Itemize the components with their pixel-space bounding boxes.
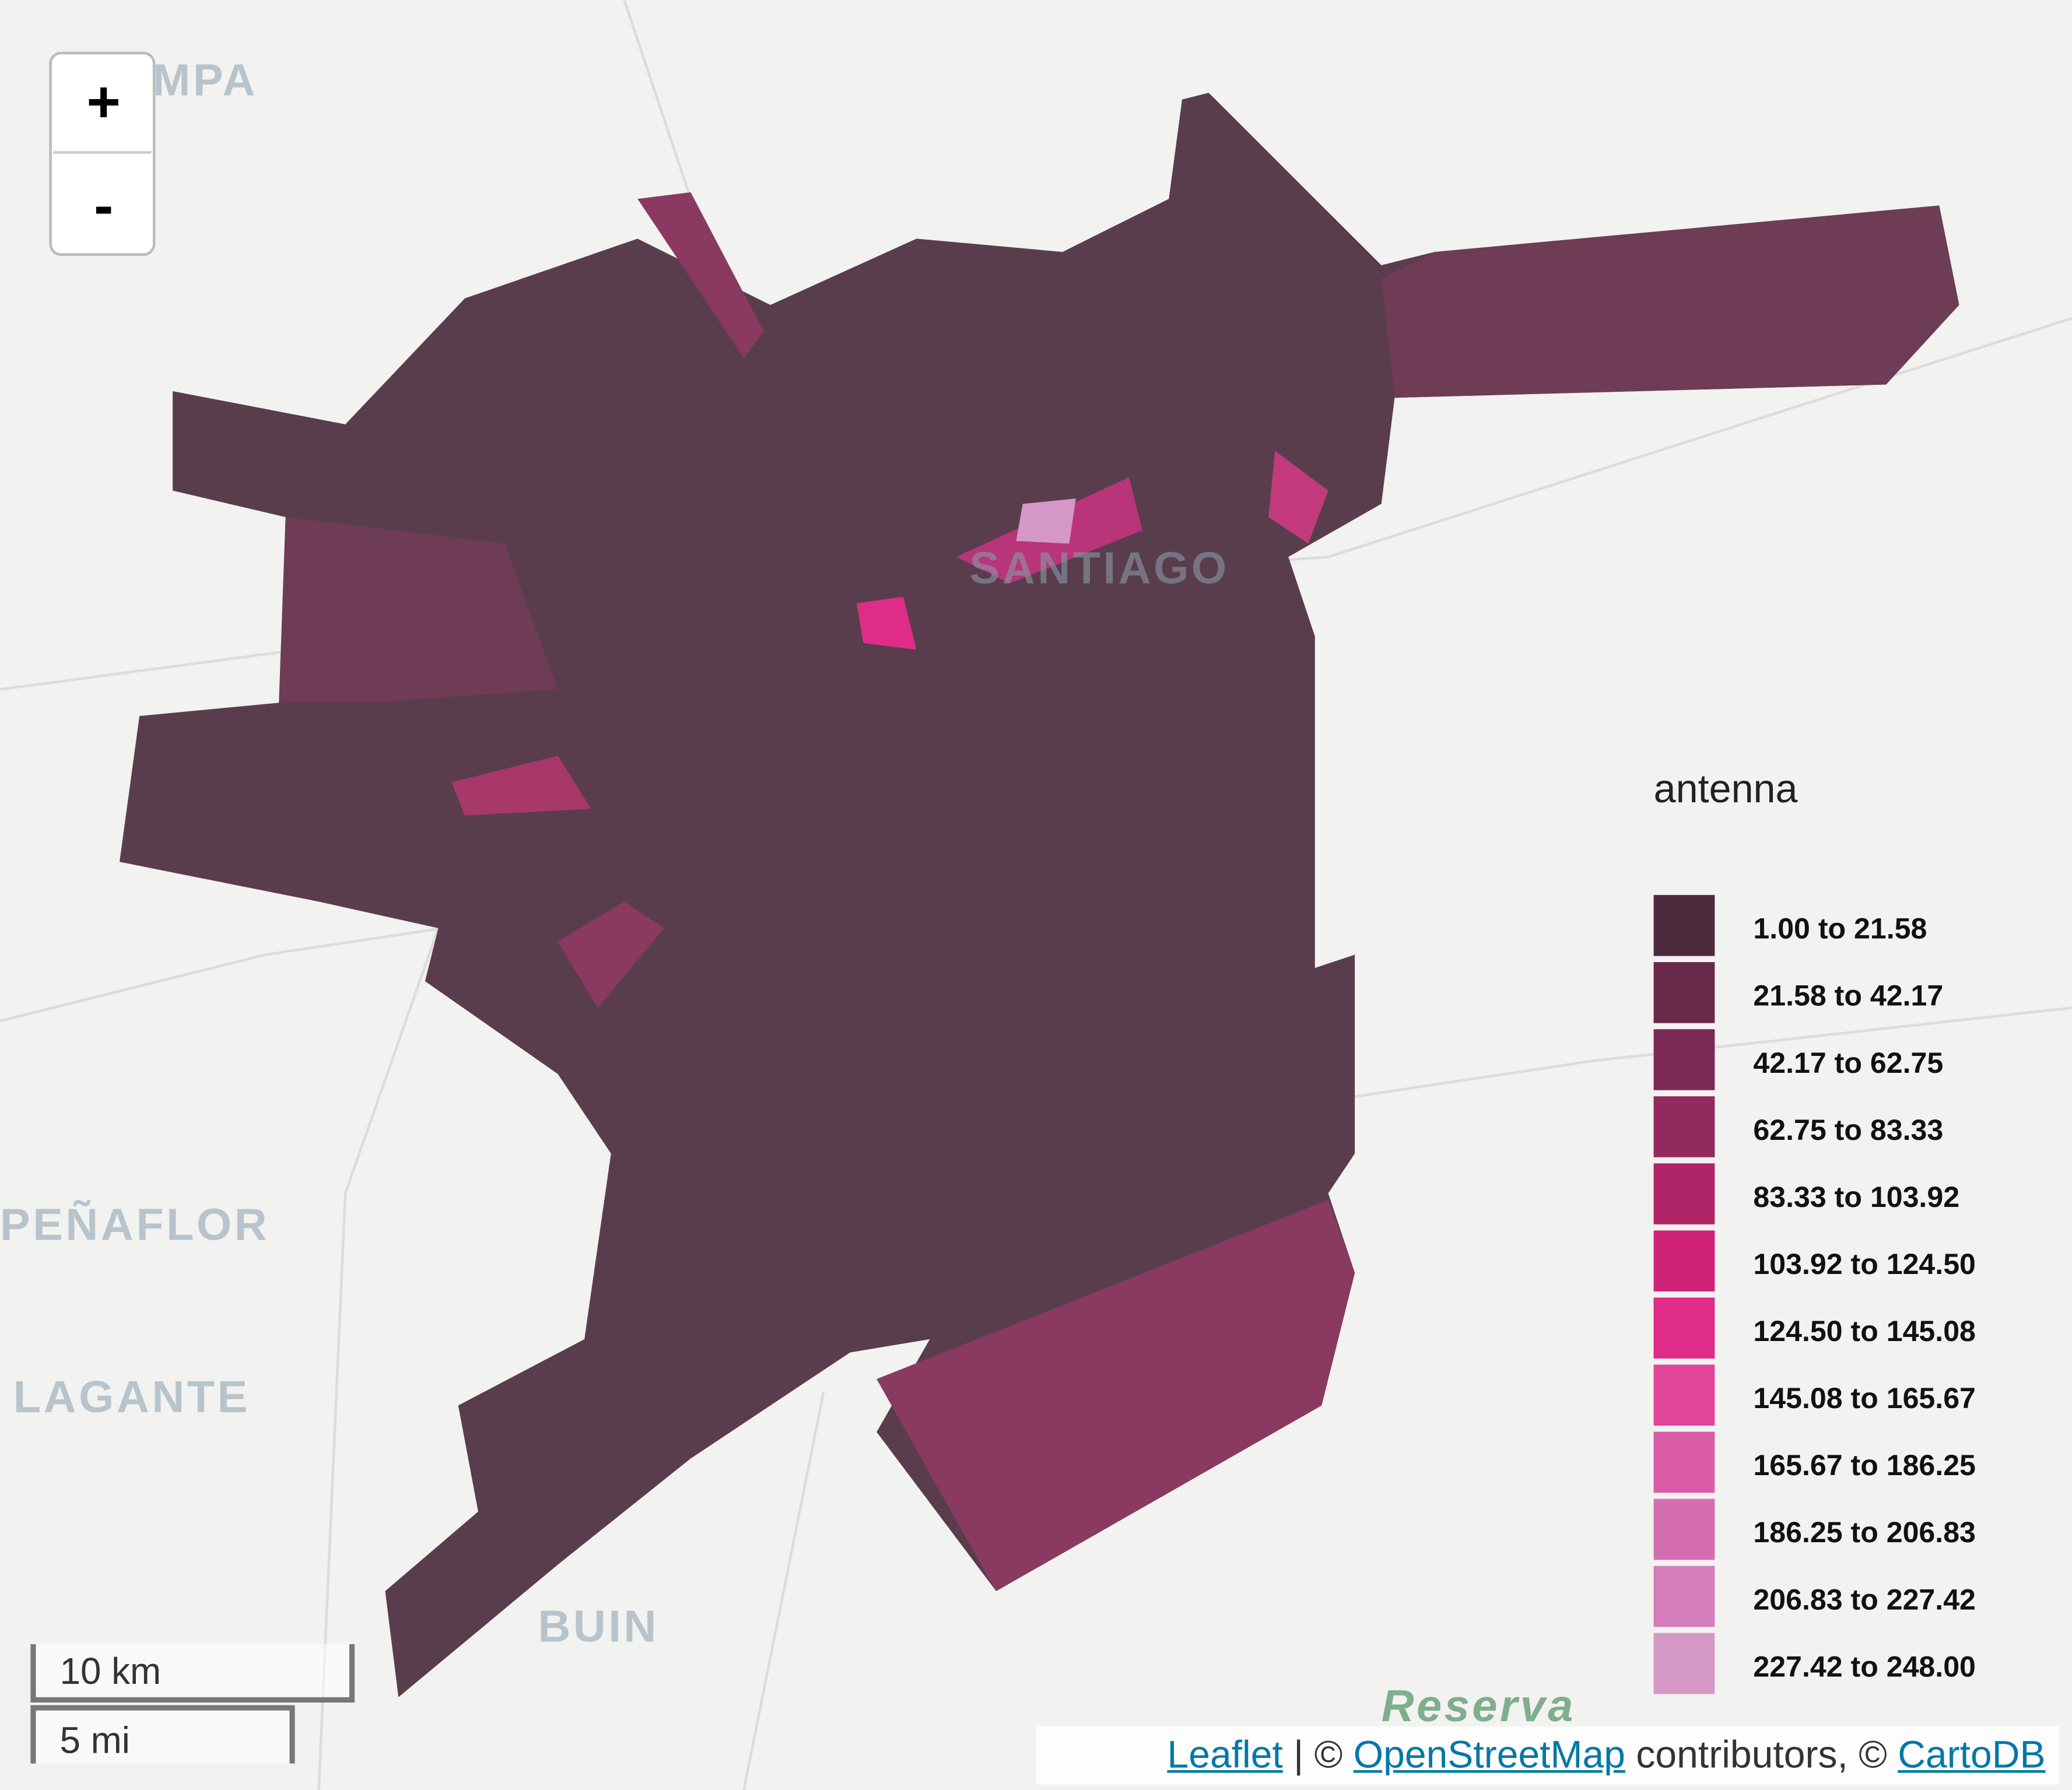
region bbox=[1268, 451, 1328, 544]
link[interactable]: CartoDB bbox=[1898, 1734, 2046, 1777]
legend-swatch bbox=[1653, 1230, 1715, 1291]
region bbox=[637, 192, 764, 359]
legend-title: antenna bbox=[1654, 767, 1798, 811]
scale-bar bbox=[30, 1644, 355, 1764]
zoom-in[interactable]: + bbox=[86, 69, 121, 135]
place-label: BUIN bbox=[538, 1601, 658, 1651]
legend-label: 145.08 to 165.67 bbox=[1753, 1382, 1975, 1415]
place-label: SANTIAGO bbox=[970, 543, 1229, 594]
legend-label: 124.50 to 145.08 bbox=[1753, 1315, 1975, 1347]
legend-label: 103.92 to 124.50 bbox=[1753, 1248, 1975, 1280]
legend-label: 62.75 to 83.33 bbox=[1753, 1114, 1943, 1146]
legend-swatch bbox=[1653, 895, 1715, 956]
region bbox=[1016, 499, 1076, 544]
legend-swatch bbox=[1653, 1498, 1715, 1560]
place-label: LAGANTE bbox=[13, 1372, 250, 1422]
legend-swatch bbox=[1653, 1297, 1715, 1359]
legend-label: 206.83 to 227.42 bbox=[1753, 1583, 1975, 1616]
legend-swatch bbox=[1653, 962, 1715, 1023]
link[interactable]: Leaflet bbox=[1167, 1734, 1283, 1777]
place-label: PEÑAFLOR bbox=[0, 1199, 269, 1250]
region bbox=[857, 596, 917, 650]
scale-km: 10 km bbox=[59, 1650, 161, 1692]
legend-label: 227.42 to 248.00 bbox=[1753, 1650, 1975, 1683]
place-labels: MPA SANTIAGO PEÑAFLOR LAGANTE BUIN Reser… bbox=[0, 55, 1576, 1731]
region bbox=[877, 1200, 1355, 1591]
legend-label: 83.33 to 103.92 bbox=[1753, 1181, 1959, 1213]
region bbox=[279, 517, 558, 703]
legend: antenna 1.00 to 21.58 21.58 to 42.17 42.17… bbox=[1653, 767, 1976, 1694]
legend-label: 186.25 to 206.83 bbox=[1753, 1516, 1975, 1549]
legend-swatch bbox=[1653, 1633, 1715, 1694]
legend-swatch bbox=[1653, 1029, 1715, 1090]
place-label: Reserva bbox=[1382, 1681, 1576, 1731]
place-label: MPA bbox=[153, 55, 258, 106]
text: | © bbox=[1293, 1734, 1343, 1777]
text: contributors, © bbox=[1636, 1734, 1887, 1777]
legend-swatch bbox=[1653, 1566, 1715, 1627]
legend-swatch bbox=[1653, 1431, 1715, 1493]
zoom-control: + - bbox=[49, 51, 156, 256]
legend-swatch bbox=[1653, 1096, 1715, 1157]
scale-mi: 5 mi bbox=[59, 1719, 129, 1761]
legend-swatch bbox=[1653, 1163, 1715, 1224]
region-outline bbox=[119, 93, 1959, 1697]
region bbox=[451, 756, 591, 816]
legend-label: 42.17 to 62.75 bbox=[1753, 1047, 1943, 1079]
region bbox=[558, 901, 664, 1008]
link[interactable]: OpenStreetMap bbox=[1353, 1734, 1626, 1777]
region bbox=[1381, 205, 1959, 398]
legend-label: 21.58 to 42.17 bbox=[1753, 980, 1943, 1012]
legend-swatch bbox=[1653, 1364, 1715, 1426]
legend-label: 1.00 to 21.58 bbox=[1753, 912, 1927, 945]
zoom-out[interactable]: - bbox=[94, 173, 113, 238]
legend-label: 165.67 to 186.25 bbox=[1753, 1449, 1975, 1482]
attribution: Leaflet | © OpenStreetMap contributors, … bbox=[1036, 1726, 2059, 1785]
